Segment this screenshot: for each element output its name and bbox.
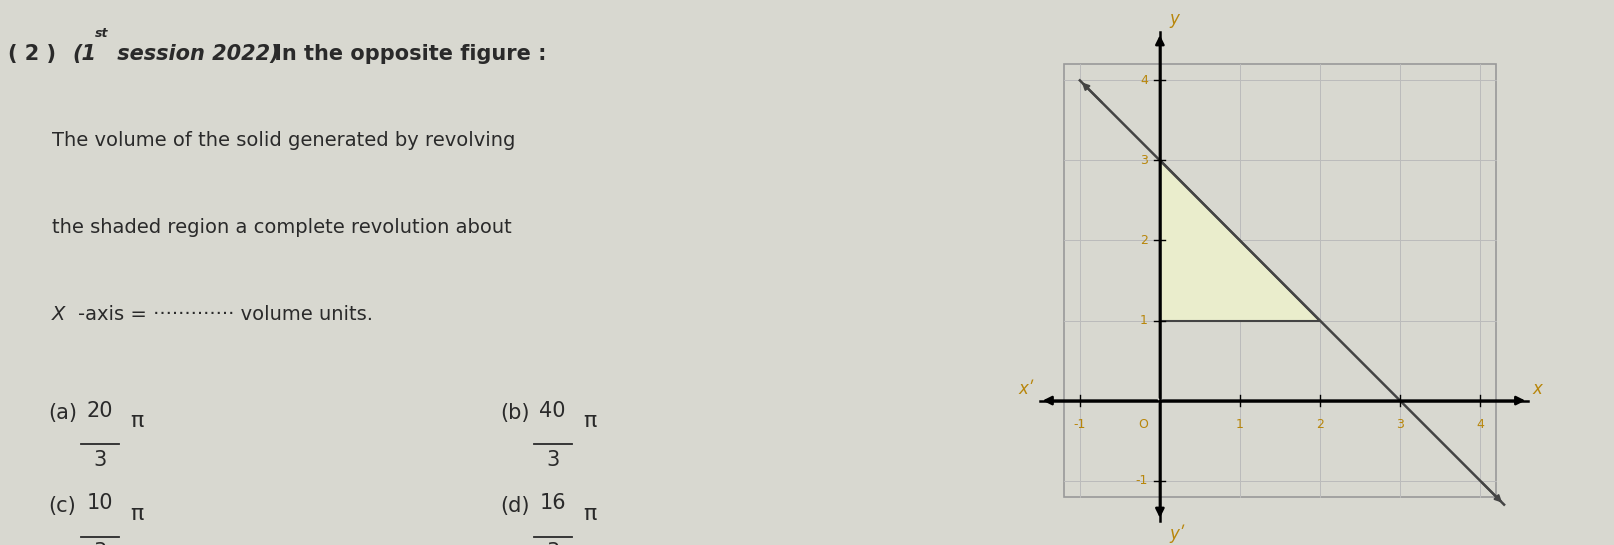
Text: xʹ: xʹ xyxy=(1018,379,1033,397)
Text: -1: -1 xyxy=(1135,474,1148,487)
Text: 3: 3 xyxy=(94,450,107,470)
Text: The volume of the solid generated by revolving: The volume of the solid generated by rev… xyxy=(52,131,515,150)
Text: (1: (1 xyxy=(73,44,97,64)
Text: (c): (c) xyxy=(48,496,76,516)
Text: 3: 3 xyxy=(1394,418,1403,431)
Text: ( 2 ): ( 2 ) xyxy=(8,44,56,64)
Text: (b): (b) xyxy=(500,403,529,423)
Text: (d): (d) xyxy=(500,496,529,516)
Text: y: y xyxy=(1169,10,1178,28)
Text: π: π xyxy=(583,504,596,524)
Text: 1: 1 xyxy=(1235,418,1243,431)
Bar xyxy=(1064,64,1495,496)
Text: -1: -1 xyxy=(1073,418,1085,431)
Text: 3: 3 xyxy=(546,450,558,470)
Text: 2: 2 xyxy=(1315,418,1323,431)
Text: 40: 40 xyxy=(539,401,565,421)
Text: x: x xyxy=(1532,379,1541,397)
Text: the shaded region a complete revolution about: the shaded region a complete revolution … xyxy=(52,218,512,237)
Text: (a): (a) xyxy=(48,403,77,423)
Text: X: X xyxy=(52,305,66,324)
Text: π: π xyxy=(583,411,596,432)
Text: In the opposite figure :: In the opposite figure : xyxy=(268,44,547,64)
Text: 1: 1 xyxy=(1139,314,1148,327)
Text: π: π xyxy=(131,411,144,432)
Text: 4: 4 xyxy=(1475,418,1483,431)
Text: 3: 3 xyxy=(1139,154,1148,167)
Text: st: st xyxy=(95,27,108,40)
Text: 20: 20 xyxy=(87,401,113,421)
Polygon shape xyxy=(1159,160,1319,320)
Text: O: O xyxy=(1138,418,1148,431)
Text: 3: 3 xyxy=(546,542,558,545)
Text: π: π xyxy=(131,504,144,524)
Text: 2: 2 xyxy=(1139,234,1148,247)
Text: 3: 3 xyxy=(94,542,107,545)
Text: -axis = ············· volume units.: -axis = ············· volume units. xyxy=(77,305,373,324)
Text: session 2022): session 2022) xyxy=(110,44,279,64)
Text: 4: 4 xyxy=(1139,74,1148,87)
Text: 10: 10 xyxy=(87,493,113,513)
Text: 16: 16 xyxy=(539,493,565,513)
Text: yʹ: yʹ xyxy=(1169,525,1183,543)
